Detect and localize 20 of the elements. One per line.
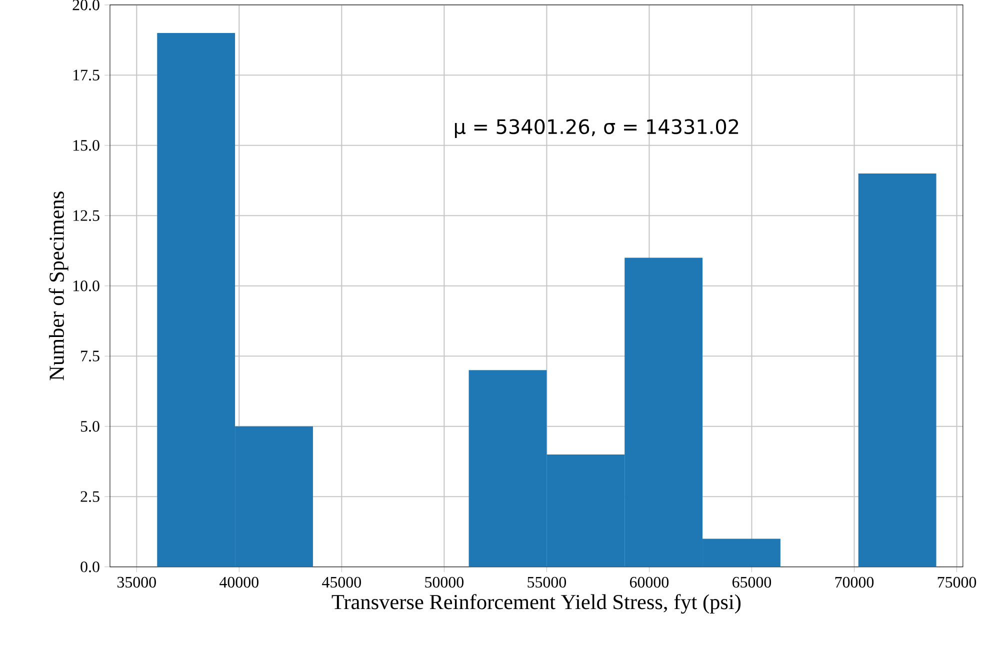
x-tick-label: 50000 — [425, 576, 464, 588]
y-tick-label: 10.0 — [73, 280, 100, 292]
y-tick-label: 17.5 — [73, 70, 100, 81]
y-tick-label: 15.0 — [73, 140, 100, 151]
y-axis-title: Number of Specimens — [48, 192, 68, 380]
x-tick-label: 45000 — [322, 576, 361, 588]
x-tick-label: 65000 — [732, 576, 772, 588]
x-tick-label: 40000 — [220, 576, 258, 588]
x-tick-label: 75000 — [938, 576, 976, 588]
y-tick-label: 7.5 — [81, 350, 100, 362]
x-axis-title: Transverse Reinforcement Yield Stress, fyt (psi) — [332, 594, 741, 614]
y-tick-label: 2.5 — [80, 491, 100, 502]
x-tick-label: 60000 — [630, 576, 669, 588]
x-tick-label: 35000 — [117, 576, 156, 588]
annotation: μ = 53401.26, σ = 14331.02 — [454, 119, 738, 138]
y-tick-label: 12.5 — [73, 210, 100, 222]
y-tick-label: 0.0 — [80, 562, 100, 572]
x-tick-label: 70000 — [835, 576, 874, 588]
y-tick-label: 5.0 — [80, 421, 100, 432]
x-tick-label: 55000 — [528, 576, 566, 588]
